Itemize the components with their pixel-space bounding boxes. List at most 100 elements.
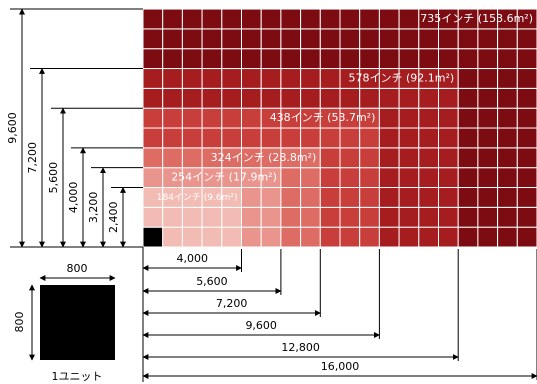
- grid-cell: [181, 28, 203, 50]
- grid-cell: [516, 68, 537, 89]
- grid-cell: [300, 48, 321, 70]
- grid-cell: [339, 127, 361, 149]
- grid-cell: [359, 48, 380, 70]
- grid-cell: [516, 48, 537, 70]
- grid-cell: [300, 187, 321, 208]
- grid-cell: [398, 48, 420, 70]
- grid-cell: [300, 28, 321, 50]
- grid-cell: [477, 127, 499, 149]
- grid-cell: [438, 167, 459, 189]
- grid-cell: [300, 68, 321, 89]
- grid-cell: [260, 28, 282, 50]
- grid-cell: [319, 87, 341, 109]
- grid-cell: [477, 48, 499, 70]
- grid-cell: [418, 147, 439, 169]
- grid-cell: [438, 28, 459, 50]
- grid-cell: [398, 107, 420, 129]
- grid-cell: [221, 28, 243, 50]
- grid-cell: [280, 127, 302, 149]
- grid-cell: [300, 226, 321, 248]
- grid-cell: [378, 28, 400, 50]
- grid-cell: [378, 107, 400, 129]
- grid-cell: [359, 167, 380, 189]
- grid-cell: [378, 187, 400, 208]
- grid-cell: [260, 226, 282, 248]
- grid-cell: [418, 187, 439, 208]
- grid-cell: [438, 226, 459, 248]
- grid-cell: [162, 28, 183, 50]
- grid-cell: [418, 167, 439, 189]
- grid-cell: [418, 206, 439, 228]
- grid-cell: [241, 226, 262, 248]
- grid-cell: [457, 28, 479, 50]
- grid-cell: [241, 127, 262, 149]
- grid-cell: [477, 147, 499, 169]
- grid-cell: [516, 107, 537, 129]
- grid-cell: [319, 206, 341, 228]
- grid-cell: [241, 87, 262, 109]
- grid-cell: [438, 147, 459, 169]
- grid-cell: [418, 107, 439, 129]
- grid-cell: [201, 87, 223, 109]
- grid-cell: [418, 48, 439, 70]
- grid-cell: [378, 167, 400, 189]
- grid-cell: [457, 68, 479, 89]
- grid-cell: [181, 127, 203, 149]
- grid-cell: [221, 127, 243, 149]
- grid-cell: [319, 48, 341, 70]
- grid-cell: [497, 167, 518, 189]
- grid-cell: [221, 8, 243, 30]
- height-label: 2,400: [107, 202, 120, 234]
- grid-cell: [339, 226, 361, 248]
- grid-cell: [319, 187, 341, 208]
- grid-cell: [457, 167, 479, 189]
- grid-cell: [359, 28, 380, 50]
- grid-cell: [142, 226, 164, 248]
- grid-cell: [359, 147, 380, 169]
- grid-cell: [162, 68, 183, 89]
- grid-cell: [477, 187, 499, 208]
- grid-cell: [221, 206, 243, 228]
- grid-cell: [398, 226, 420, 248]
- screen-label: 735インチ (153.6m²): [420, 12, 533, 25]
- grid-cell: [457, 206, 479, 228]
- grid-cell: [378, 87, 400, 109]
- grid-cell: [181, 68, 203, 89]
- grid-cell: [221, 48, 243, 70]
- grid-cell: [497, 68, 518, 89]
- height-label: 5,600: [47, 162, 60, 194]
- grid-cell: [181, 48, 203, 70]
- grid-cell: [260, 68, 282, 89]
- grid-cell: [339, 28, 361, 50]
- grid-cell: [319, 8, 341, 30]
- grid-cell: [457, 147, 479, 169]
- grid-cell: [142, 48, 164, 70]
- screen-label: 184インチ (9.6m²): [157, 192, 238, 203]
- grid-cell: [457, 87, 479, 109]
- grid-cell: [241, 48, 262, 70]
- grid-cell: [319, 127, 341, 149]
- grid-cell: [241, 187, 262, 208]
- grid-cell: [497, 107, 518, 129]
- grid-cell: [359, 187, 380, 208]
- screen-label: 578インチ (92.1m²): [348, 72, 454, 85]
- grid-cell: [339, 206, 361, 228]
- height-label: 3,200: [87, 192, 100, 224]
- grid-cell: [280, 8, 302, 30]
- grid-cell: [418, 28, 439, 50]
- grid-cell: [280, 226, 302, 248]
- grid-cell: [280, 28, 302, 50]
- grid-cell: [201, 226, 223, 248]
- grid-cell: [457, 48, 479, 70]
- grid-cell: [162, 127, 183, 149]
- grid-cell: [339, 147, 361, 169]
- grid-cell: [378, 48, 400, 70]
- grid-cell: [516, 28, 537, 50]
- grid-cell: [438, 48, 459, 70]
- grid-cell: [142, 206, 164, 228]
- unit-label: 1ユニット: [52, 370, 103, 383]
- grid-cell: [181, 226, 203, 248]
- grid-cell: [398, 187, 420, 208]
- grid-cell: [260, 127, 282, 149]
- grid-cell: [497, 206, 518, 228]
